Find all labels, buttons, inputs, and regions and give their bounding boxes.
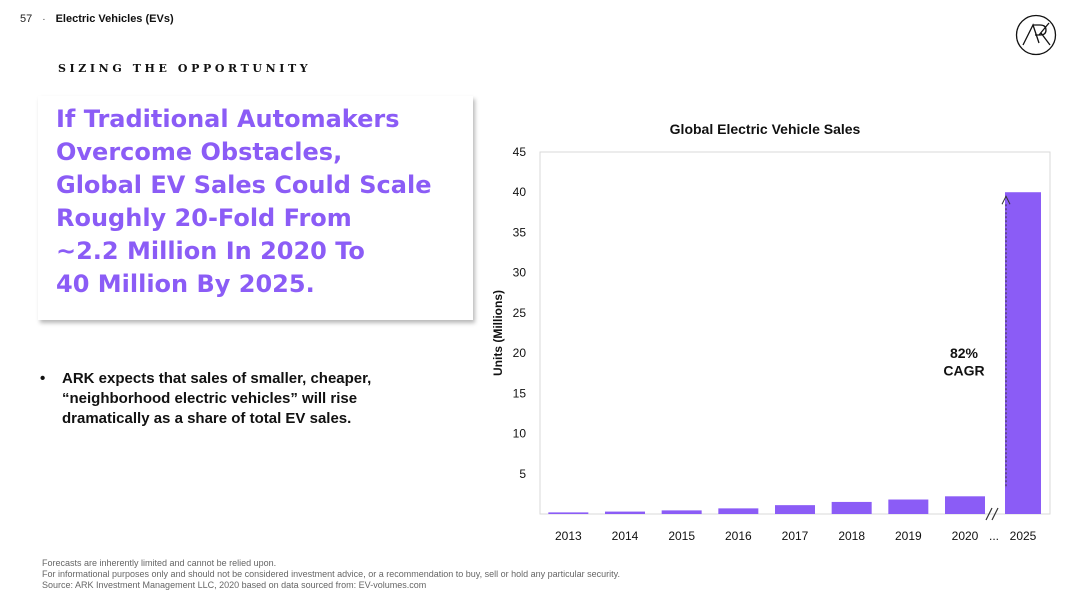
x-tick-label: 2016 bbox=[725, 529, 752, 543]
x-tick-label: 2020 bbox=[952, 529, 979, 543]
bar-2018 bbox=[831, 501, 872, 514]
ev-sales-chart: Global Electric Vehicle Sales51015202530… bbox=[491, 121, 1051, 543]
axis-break-label: ... bbox=[989, 529, 999, 543]
y-tick-label: 5 bbox=[519, 467, 526, 481]
bullet-marker: • bbox=[40, 370, 46, 387]
bullet-text: ARK expects that sales of smaller, cheap… bbox=[62, 369, 371, 429]
footer-line: For informational purposes only and shou… bbox=[42, 569, 620, 579]
axis-break-mark bbox=[991, 507, 999, 521]
x-tick-label: 2019 bbox=[895, 529, 922, 543]
bar-2019 bbox=[888, 499, 929, 514]
cagr-annotation-value: 82% bbox=[950, 345, 979, 361]
eyebrow-heading: SIZING THE OPPORTUNITY bbox=[58, 62, 312, 75]
ark-logo-icon bbox=[1015, 14, 1057, 56]
headline-line: Roughly 20-Fold From bbox=[56, 204, 352, 232]
y-tick-label: 30 bbox=[513, 266, 527, 280]
top-bar: 57 · Electric Vehicles (EVs) bbox=[20, 13, 174, 25]
page-number: 57 bbox=[20, 13, 33, 25]
cagr-annotation-label: CAGR bbox=[943, 363, 984, 379]
bar-2015 bbox=[661, 510, 702, 514]
headline-line: Overcome Obstacles, bbox=[56, 138, 343, 166]
footer: Forecasts are inherently limited and can… bbox=[42, 558, 620, 591]
y-tick-label: 25 bbox=[513, 306, 527, 320]
cagr-arrowhead-icon bbox=[1001, 195, 1011, 205]
section-title: Electric Vehicles (EVs) bbox=[55, 13, 174, 25]
axis-break-mark bbox=[985, 507, 993, 521]
bullet-line: ARK expects that sales of smaller, cheap… bbox=[62, 370, 372, 387]
x-tick-label: 2018 bbox=[838, 529, 865, 543]
bullet-point: • ARK expects that sales of smaller, che… bbox=[40, 369, 371, 429]
x-tick-label: 2013 bbox=[555, 529, 582, 543]
headline: If Traditional Automakers Overcome Obsta… bbox=[56, 103, 476, 301]
bar-2016 bbox=[718, 508, 759, 514]
y-tick-label: 15 bbox=[513, 386, 527, 400]
bar-2025 bbox=[1005, 192, 1041, 514]
x-tick-label: 2015 bbox=[668, 529, 695, 543]
plot-area-border bbox=[539, 151, 1051, 515]
headline-line: Global EV Sales Could Scale bbox=[56, 171, 432, 199]
footer-line: Source: ARK Investment Management LLC, 2… bbox=[42, 580, 427, 590]
bar-2014 bbox=[605, 511, 645, 514]
chart-title: Global Electric Vehicle Sales bbox=[670, 121, 861, 137]
x-tick-label: 2017 bbox=[782, 529, 809, 543]
footer-line: Forecasts are inherently limited and can… bbox=[42, 558, 277, 568]
headline-box bbox=[38, 96, 473, 320]
headline-line: 40 Million By 2025. bbox=[56, 270, 315, 298]
x-tick-label: 2014 bbox=[612, 529, 639, 543]
x-tick-label: 2025 bbox=[1010, 529, 1037, 543]
bar-2017 bbox=[775, 505, 815, 514]
bullet-line: “neighborhood electric vehicles” will ri… bbox=[62, 390, 358, 407]
y-tick-label: 40 bbox=[513, 185, 527, 199]
headline-line: ~2.2 Million In 2020 To bbox=[56, 237, 365, 265]
y-tick-label: 20 bbox=[513, 346, 527, 360]
headline-line: If Traditional Automakers bbox=[56, 105, 400, 133]
bar-2020 bbox=[945, 496, 985, 514]
header-separator: · bbox=[42, 13, 46, 25]
y-axis-label: Units (Millions) bbox=[491, 290, 505, 376]
y-tick-label: 35 bbox=[513, 225, 527, 239]
bar-2013 bbox=[548, 512, 589, 514]
bullet-line: dramatically as a share of total EV sale… bbox=[62, 410, 352, 427]
y-tick-label: 10 bbox=[513, 427, 527, 441]
y-tick-label: 45 bbox=[513, 145, 527, 159]
